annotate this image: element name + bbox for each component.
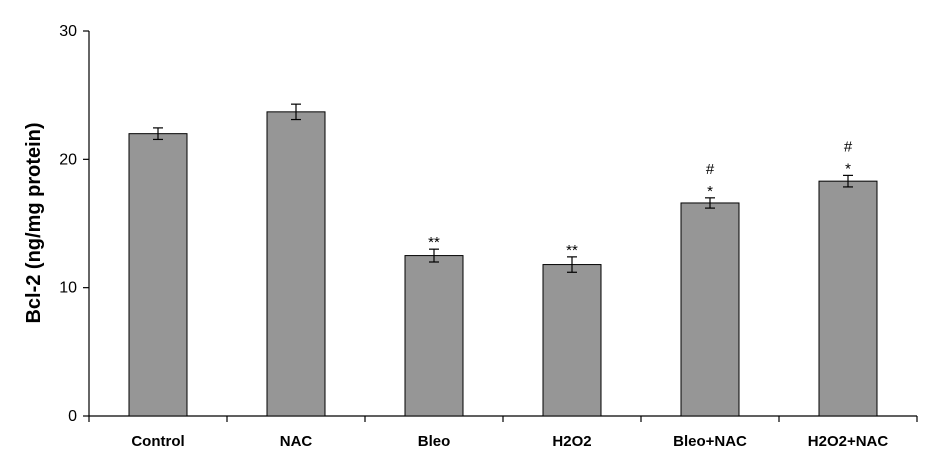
x-tick-label: NAC [280, 433, 313, 450]
bar-bleo [404, 255, 464, 417]
bar-control [128, 133, 188, 417]
y-tick-label: 0 [68, 408, 77, 425]
y-tick-label: 10 [59, 280, 77, 297]
y-tick-label: 20 [59, 151, 77, 168]
bar-h2o2 [542, 264, 602, 417]
bar-bleo-nac [680, 202, 740, 417]
x-tick-label: Bleo [418, 433, 451, 450]
x-tick-label: Control [131, 433, 184, 450]
y-axis-title: Bcl-2 (ng/mg protein) [23, 122, 45, 323]
significance-mark: ** [428, 234, 440, 251]
x-tick-label: Bleo+NAC [673, 433, 747, 450]
y-tick-label: 30 [59, 23, 77, 40]
significance-mark: * [845, 160, 851, 177]
significance-mark: * [707, 183, 713, 200]
significance-mark: # [706, 161, 715, 178]
significance-mark: # [844, 138, 853, 155]
plot-area: 0 10 20 30 Control NAC Bleo ** H2O2 ** Bleo+NAC * # H… [59, 23, 918, 450]
x-tick-label: H2O2+NAC [808, 433, 889, 450]
bar-h2o2-nac [818, 180, 878, 417]
x-tick-label: H2O2 [552, 433, 591, 450]
bar-nac [266, 111, 326, 417]
significance-mark: ** [566, 242, 578, 259]
